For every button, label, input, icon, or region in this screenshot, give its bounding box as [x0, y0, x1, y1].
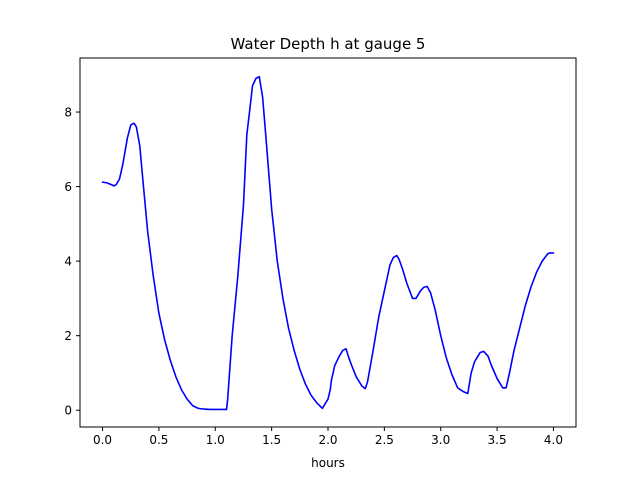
x-tick-label: 4.0 [544, 433, 563, 447]
chart-title: Water Depth h at gauge 5 [231, 35, 426, 53]
x-tick-label: 2.0 [318, 433, 337, 447]
y-tick-label: 2 [64, 329, 72, 343]
x-axis-label: hours [311, 456, 345, 470]
x-tick-label: 3.5 [488, 433, 507, 447]
x-tick-label: 0.5 [149, 433, 168, 447]
x-tick-label: 3.0 [431, 433, 450, 447]
y-tick-label: 6 [64, 180, 72, 194]
x-tick-label: 1.5 [262, 433, 281, 447]
x-tick-label: 1.0 [206, 433, 225, 447]
x-tick-label: 0.0 [93, 433, 112, 447]
series-line-0 [101, 75, 555, 411]
x-tick-label: 2.5 [375, 433, 394, 447]
y-tick-label: 0 [64, 404, 72, 418]
y-tick-label: 4 [64, 255, 72, 269]
plot-area: 0.0 0.5 1.0 1.5 2.0 2.5 3.0 3.5 4.0 0 2 4 6 8 [64, 57, 577, 447]
y-tick-label: 8 [64, 106, 72, 120]
